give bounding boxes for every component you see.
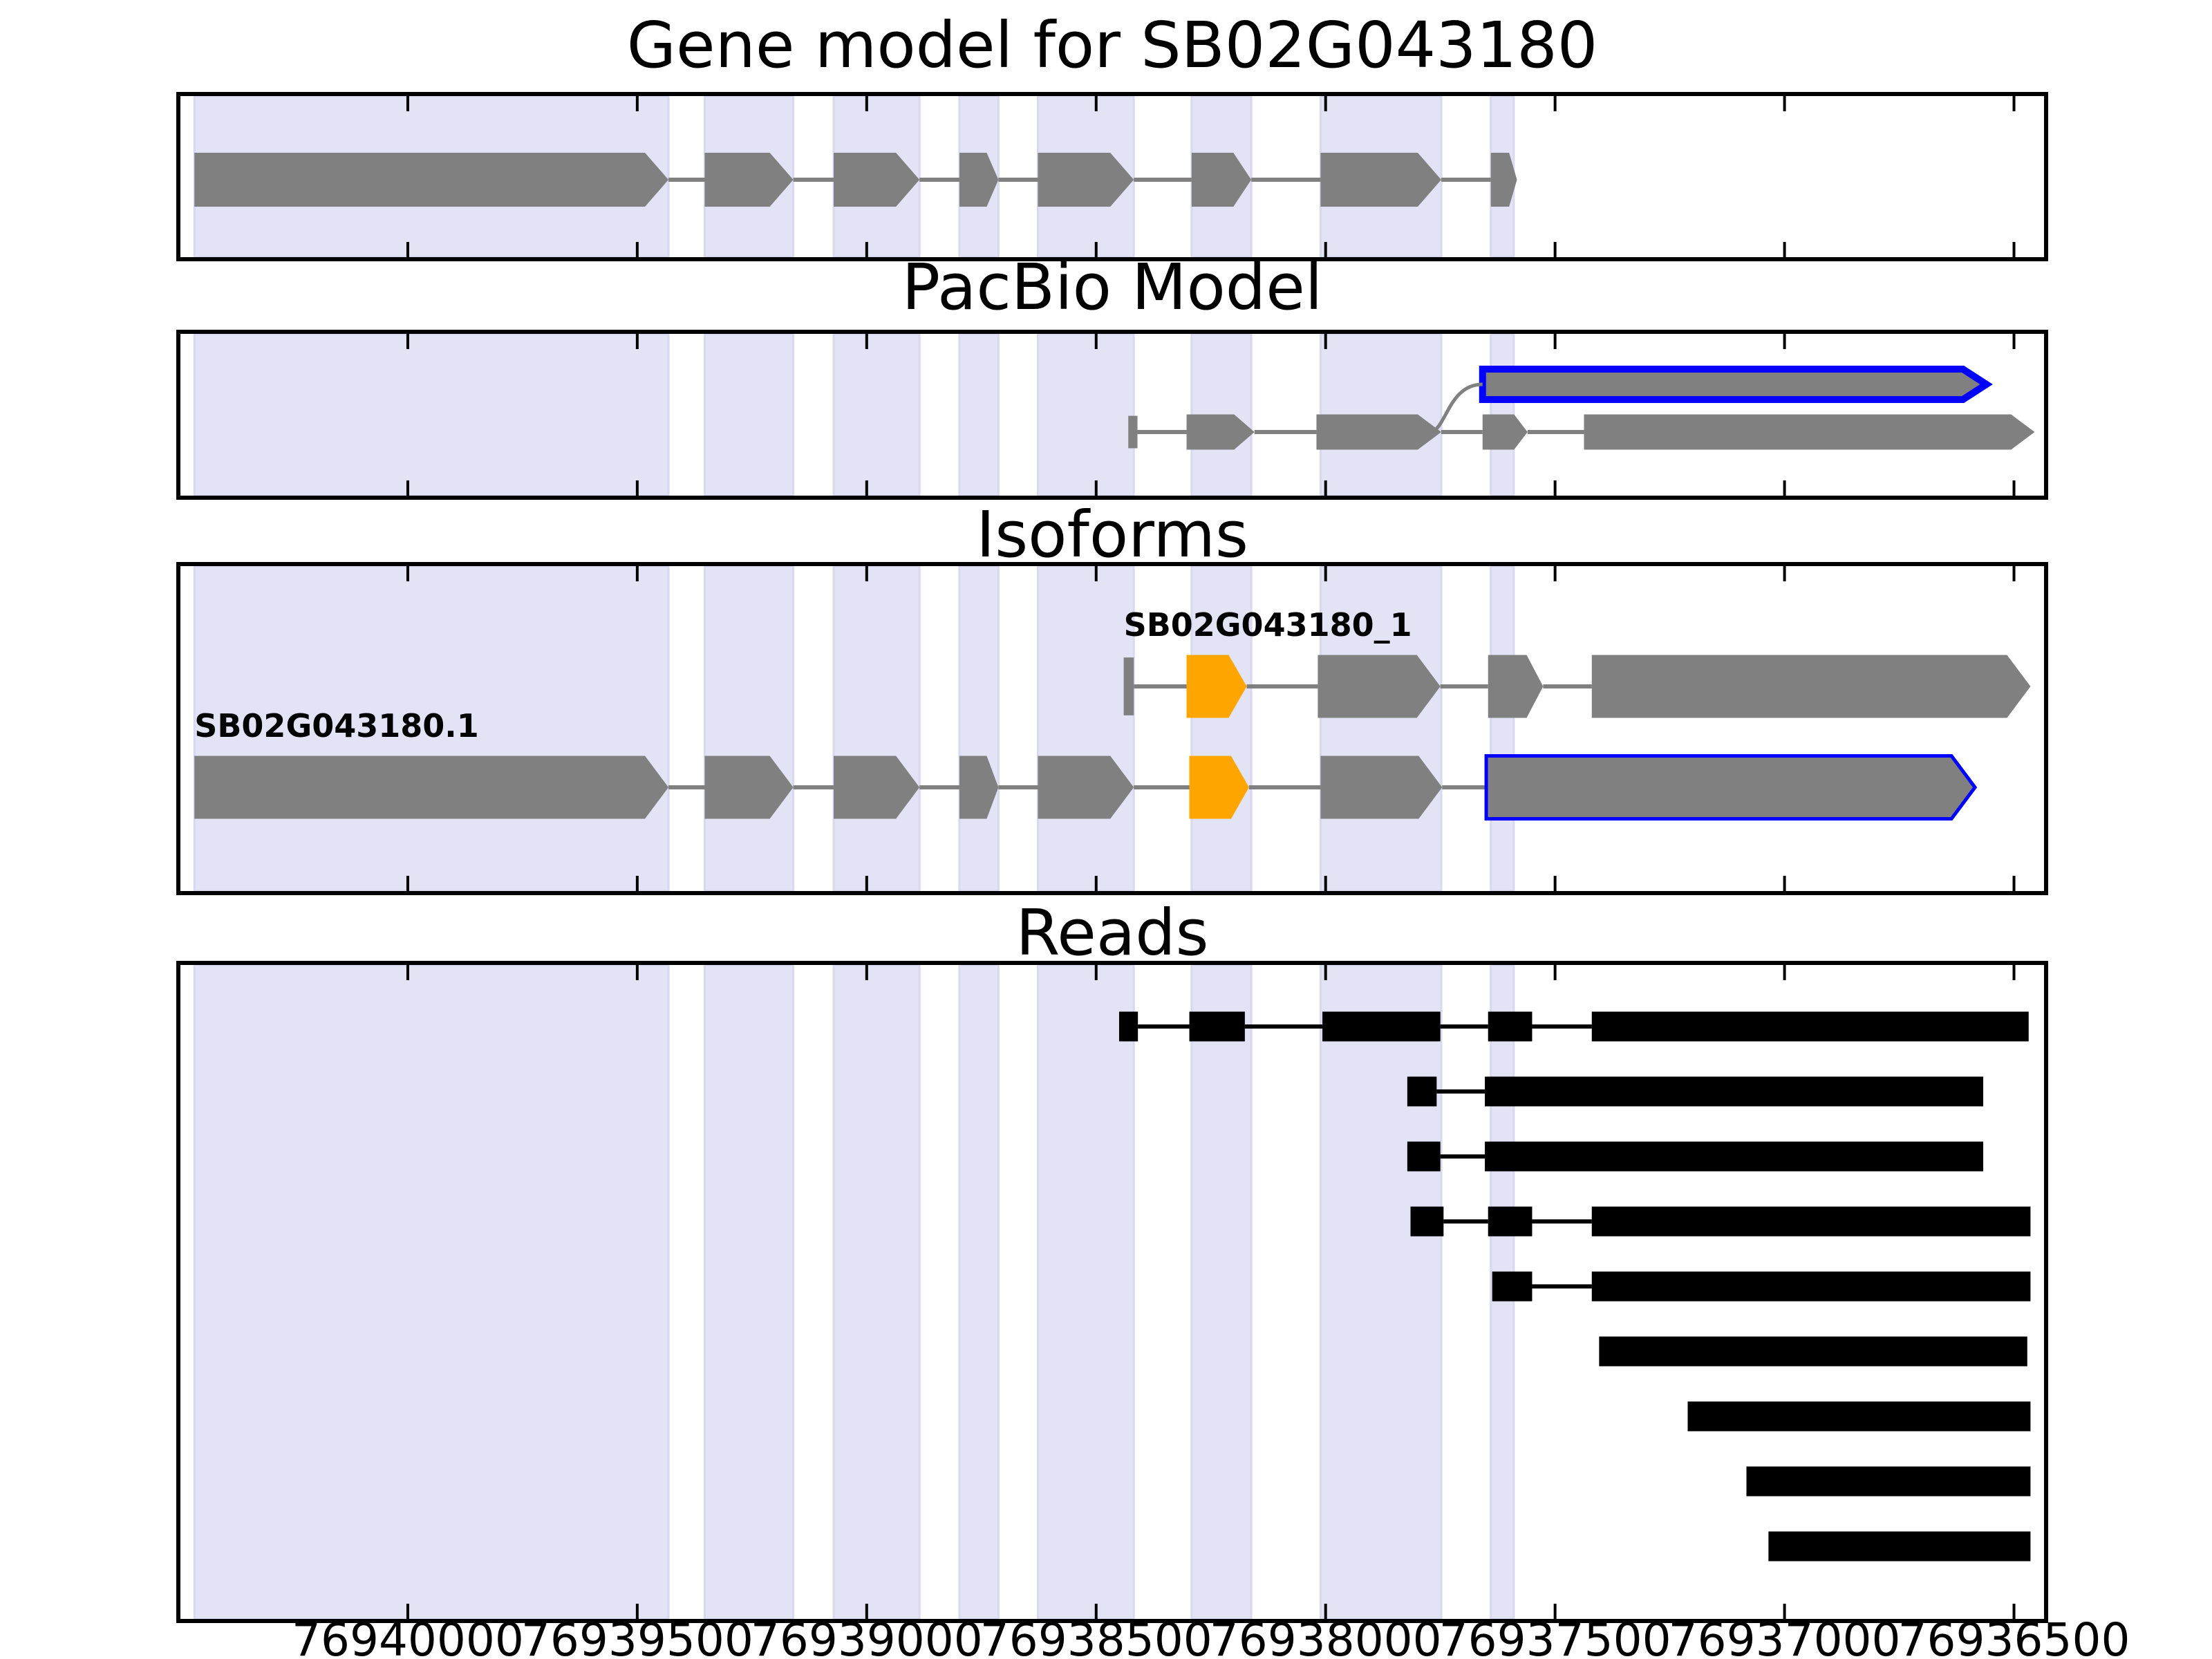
read-exon-block [1407,1141,1441,1172]
read-exon-block [1492,1271,1533,1302]
x-axis-tick-label: 76939500 [521,1613,753,1659]
isoforms-panel-title: Isoforms [976,498,1248,572]
exon-highlight-band [958,332,1000,497]
read-exon-block [1485,1076,1984,1107]
x-axis-tick-label: 76937500 [1438,1613,1671,1659]
exon-arrow [194,756,669,819]
exon-arrow [1038,756,1134,819]
read-exon-block [1687,1401,2031,1432]
exon-arrow [959,153,999,207]
exon-highlight-band [1190,964,1253,1620]
exon-arrow [1591,655,2031,718]
exon-highlight-band [1319,565,1443,892]
transcript-start-bar [1123,657,1134,715]
read-exon-block [1768,1531,2031,1562]
isoform-label: SB02G043180.1 [194,706,479,744]
read-exon-block [1746,1466,2031,1497]
gene-model-panel-title: Gene model for SB02G043180 [626,8,1598,82]
read-exon-block [1591,1206,2031,1237]
exon-arrow [1038,153,1134,207]
exon-arrow [1320,153,1442,207]
x-axis-tick-label: 76939000 [750,1613,983,1659]
pacbio-panel-title: PacBio Model [901,250,1323,324]
panel-border [176,562,2048,895]
exon-highlight-band [832,565,921,892]
x-axis-tick-label: 76937000 [1668,1613,1901,1659]
panel-border [176,330,2048,500]
exon-arrow [1320,756,1443,819]
read-exon-block [1407,1076,1437,1107]
transcript-start-bar [1128,415,1138,449]
exon-highlight-band [703,332,795,497]
exon-highlight-band [958,964,1000,1620]
exon-arrow [1186,655,1247,718]
panel-border [176,961,2048,1623]
read-exon-block [1488,1011,1533,1042]
exon-highlight-band [193,964,670,1620]
exon-highlight-band [1190,565,1253,892]
read-exon-block [1322,1011,1441,1042]
read-exon-block [1599,1336,2027,1367]
exon-arrow [1488,655,1544,718]
exon-arrow [1584,414,2035,450]
exon-arrow [1479,366,1993,403]
read-exon-block [1118,1011,1138,1042]
exon-highlight-band [832,964,921,1620]
exon-arrow [704,153,794,207]
exon-highlight-band [1036,332,1135,497]
isoform-label: SB02G043180_1 [1123,606,1412,644]
read-exon-block [1485,1141,1984,1172]
exon-highlight-band [958,565,1000,892]
x-axis-tick-label: 76936500 [1897,1613,2130,1659]
exon-highlight-band [832,332,921,497]
read-exon-block [1410,1206,1444,1237]
exon-highlight-band [193,565,670,892]
exon-arrow [1484,754,1978,821]
exon-highlight-band [1319,964,1443,1620]
exon-arrow [1482,414,1528,450]
x-axis-tick-label: 76938000 [1209,1613,1442,1659]
read-exon-block [1488,1206,1533,1237]
exon-highlight-band [1036,565,1135,892]
reads-panel-title: Reads [1015,896,1209,970]
exon-arrow [1191,153,1252,207]
exon-highlight-band [703,964,795,1620]
exon-arrow [1490,153,1517,207]
x-axis-tick-labels: 76940000 76939500 76939000 76938500 76938000… [0,1618,2212,1659]
exon-arrow [1318,655,1441,718]
exon-arrow [834,756,920,819]
exon-arrow [1316,414,1442,450]
exon-arrow [1189,756,1249,819]
exon-highlight-band [703,565,795,892]
x-axis-tick-label: 76940000 [291,1613,524,1659]
exon-highlight-band [1036,964,1135,1620]
exon-arrow [194,153,669,207]
exon-arrow [704,756,794,819]
exon-arrow [959,756,999,819]
read-exon-block [1591,1011,2029,1042]
read-exon-block [1189,1011,1245,1042]
read-exon-block [1591,1271,2031,1302]
exon-arrow [1186,414,1255,450]
x-axis-tick-label: 76938500 [980,1613,1212,1659]
exon-arrow [834,153,920,207]
exon-highlight-band [1490,565,1515,892]
panel-border [176,92,2048,261]
exon-highlight-band [193,332,670,497]
